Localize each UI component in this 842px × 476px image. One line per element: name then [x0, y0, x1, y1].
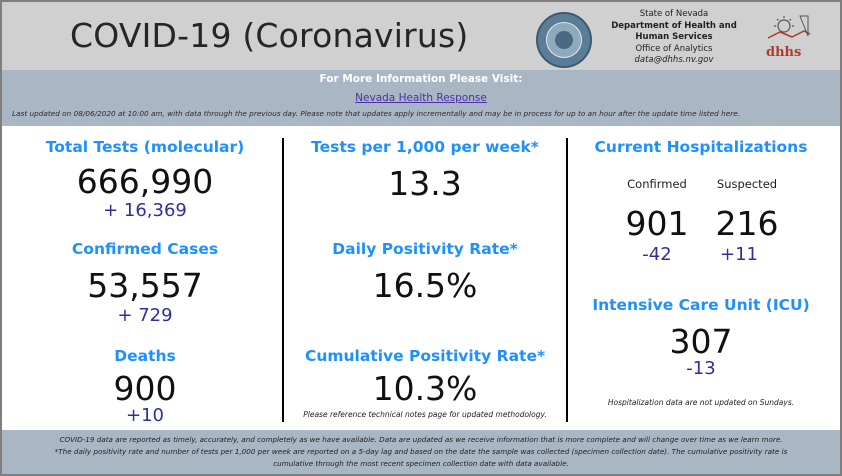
info-heading: For More Information Please Visit:	[319, 73, 523, 85]
daily-positivity-value: 16.5%	[372, 266, 478, 305]
agency-office: Office of Analytics	[635, 43, 713, 54]
svg-text:dhhs: dhhs	[766, 45, 801, 60]
tests-per-1000-value: 13.3	[388, 164, 462, 203]
footer-line-2: *The daily positivity rate and number of…	[54, 447, 788, 456]
icu-label: Intensive Care Unit (ICU)	[592, 296, 810, 314]
deaths-label: Deaths	[114, 347, 176, 365]
state-seal-icon	[536, 12, 592, 68]
methodology-note: Please reference technical notes page fo…	[303, 410, 547, 419]
hospitalization-note: Hospitalization data are not updated on …	[607, 398, 795, 407]
agency-block: State of Nevada Department of Health and…	[604, 9, 744, 67]
suspected-hosp-delta: +11	[720, 244, 758, 265]
tests-per-1000-label: Tests per 1,000 per week*	[311, 138, 539, 156]
deaths-value: 900	[113, 369, 177, 408]
confirmed-cases-label: Confirmed Cases	[71, 240, 219, 258]
suspected-label: Suspected	[716, 177, 778, 191]
total-tests-value: 666,990	[76, 162, 214, 201]
info-band: For More Information Please Visit: Nevad…	[2, 70, 840, 126]
deaths-delta: +10	[126, 405, 164, 426]
seal-inner	[546, 22, 582, 58]
nevada-health-response-link[interactable]: Nevada Health Response	[355, 92, 487, 104]
agency-email: data@dhhs.nv.gov	[634, 55, 714, 65]
footer-band: COVID-19 data are reported as timely, ac…	[2, 430, 840, 474]
cumulative-positivity-value: 10.3%	[372, 369, 478, 408]
total-tests-delta: + 16,369	[103, 200, 187, 221]
cumulative-positivity-label: Cumulative Positivity Rate*	[304, 347, 546, 365]
dhhs-logo-icon: dhhs	[766, 15, 811, 60]
icu-delta: -13	[686, 358, 716, 379]
footer-line-3: cumulative through the most recent speci…	[273, 459, 569, 468]
confirmed-hosp-value: 901	[625, 204, 689, 243]
agency-dept-1: Department of Health and	[611, 20, 737, 31]
confirmed-hosp-delta: -42	[642, 244, 672, 265]
suspected-hosp-value: 216	[715, 204, 779, 243]
confirmed-cases-delta: + 729	[117, 305, 173, 326]
confirmed-cases-value: 53,557	[87, 266, 203, 305]
agency-state: State of Nevada	[639, 9, 709, 19]
confirmed-label: Confirmed	[627, 177, 687, 191]
column-divider-right	[566, 138, 568, 422]
page-title: COVID-19 (Coronavirus)	[70, 16, 469, 55]
seal-core	[555, 31, 573, 49]
last-updated-text: Last updated on 08/06/2020 at 10:00 am, …	[12, 109, 741, 118]
header: COVID-19 (Coronavirus) State of Nevada D…	[2, 2, 840, 70]
agency-dept-2: Human Services	[635, 32, 713, 42]
total-tests-label: Total Tests (molecular)	[45, 138, 245, 156]
current-hospitalizations-label: Current Hospitalizations	[594, 138, 808, 156]
footer-line-1: COVID-19 data are reported as timely, ac…	[59, 435, 783, 444]
daily-positivity-label: Daily Positivity Rate*	[332, 240, 518, 258]
column-divider-left	[282, 138, 284, 422]
icu-value: 307	[669, 322, 733, 361]
